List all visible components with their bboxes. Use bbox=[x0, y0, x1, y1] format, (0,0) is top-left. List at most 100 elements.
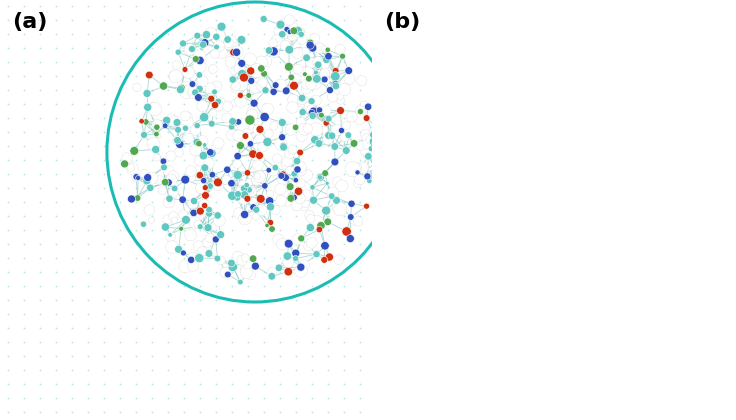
Point bbox=[210, 45, 222, 51]
Point bbox=[199, 206, 210, 213]
Point bbox=[183, 135, 194, 142]
Point bbox=[2, 269, 14, 276]
Point bbox=[184, 215, 196, 222]
Point bbox=[312, 61, 324, 68]
Point bbox=[82, 269, 93, 276]
Point bbox=[338, 101, 350, 108]
Point bbox=[266, 226, 278, 232]
Point bbox=[258, 339, 269, 345]
Point bbox=[130, 395, 142, 402]
Point bbox=[258, 115, 269, 121]
Point bbox=[66, 3, 78, 9]
Point bbox=[18, 171, 30, 177]
Point bbox=[290, 177, 302, 184]
Point bbox=[199, 164, 210, 171]
Point bbox=[169, 217, 180, 223]
Point bbox=[194, 158, 205, 164]
Point bbox=[254, 152, 266, 159]
Point bbox=[354, 157, 366, 163]
Point bbox=[18, 311, 30, 318]
Point bbox=[252, 126, 264, 133]
Point bbox=[247, 66, 258, 73]
Point bbox=[320, 107, 332, 114]
Point bbox=[258, 101, 269, 108]
Point bbox=[320, 207, 332, 214]
Point bbox=[354, 87, 366, 93]
Point bbox=[197, 41, 209, 48]
Point bbox=[285, 195, 297, 202]
Point bbox=[250, 177, 262, 184]
Point bbox=[66, 199, 78, 205]
Point bbox=[194, 115, 206, 121]
Point bbox=[146, 213, 158, 219]
Point bbox=[146, 269, 158, 276]
Point bbox=[255, 82, 267, 89]
Point bbox=[292, 66, 304, 73]
Point bbox=[233, 118, 244, 125]
Point bbox=[306, 269, 318, 276]
Point bbox=[66, 339, 78, 345]
Point bbox=[274, 115, 286, 121]
Point bbox=[98, 311, 110, 318]
Point bbox=[212, 179, 224, 186]
Point bbox=[238, 192, 250, 198]
Point bbox=[172, 126, 184, 133]
Point bbox=[275, 81, 286, 88]
Point bbox=[98, 143, 110, 150]
Point bbox=[98, 31, 110, 37]
Point bbox=[235, 279, 247, 286]
Point bbox=[354, 59, 366, 66]
Point bbox=[360, 131, 372, 137]
Point bbox=[227, 76, 238, 83]
Point bbox=[210, 297, 222, 303]
Point bbox=[194, 101, 206, 108]
Point bbox=[82, 45, 93, 51]
Point bbox=[130, 45, 142, 51]
Point bbox=[2, 353, 14, 360]
Point bbox=[98, 409, 110, 415]
Point bbox=[242, 353, 254, 360]
Point bbox=[146, 367, 158, 373]
Point bbox=[130, 241, 142, 247]
Point bbox=[247, 204, 259, 210]
Point bbox=[323, 132, 335, 139]
Point bbox=[226, 213, 238, 219]
Point bbox=[194, 63, 205, 70]
Point bbox=[2, 157, 14, 163]
Point bbox=[236, 71, 248, 77]
Point bbox=[50, 185, 62, 192]
Point bbox=[130, 199, 142, 205]
Point bbox=[272, 236, 284, 243]
Point bbox=[18, 367, 30, 373]
Point bbox=[98, 353, 110, 360]
Point bbox=[18, 115, 30, 121]
Point bbox=[361, 173, 373, 180]
Point bbox=[331, 127, 343, 134]
Point bbox=[291, 50, 303, 57]
Point bbox=[82, 339, 93, 345]
Point bbox=[290, 353, 302, 360]
Point bbox=[240, 264, 252, 270]
Point bbox=[176, 85, 188, 92]
Point bbox=[146, 381, 158, 387]
Point bbox=[277, 241, 289, 247]
Point bbox=[130, 255, 142, 261]
Point bbox=[226, 185, 238, 192]
Point bbox=[130, 227, 142, 234]
Point bbox=[306, 3, 318, 9]
Point bbox=[210, 73, 222, 79]
Point bbox=[305, 110, 317, 116]
Point bbox=[114, 381, 126, 387]
Point bbox=[194, 31, 206, 37]
Point bbox=[50, 213, 62, 219]
Point bbox=[306, 213, 318, 219]
Point bbox=[274, 409, 286, 415]
Point bbox=[263, 167, 275, 173]
Point bbox=[199, 192, 211, 199]
Point bbox=[226, 311, 238, 318]
Point bbox=[114, 115, 126, 121]
Point bbox=[322, 87, 333, 93]
Point bbox=[197, 78, 208, 85]
Point bbox=[114, 269, 126, 276]
Point bbox=[180, 113, 191, 119]
